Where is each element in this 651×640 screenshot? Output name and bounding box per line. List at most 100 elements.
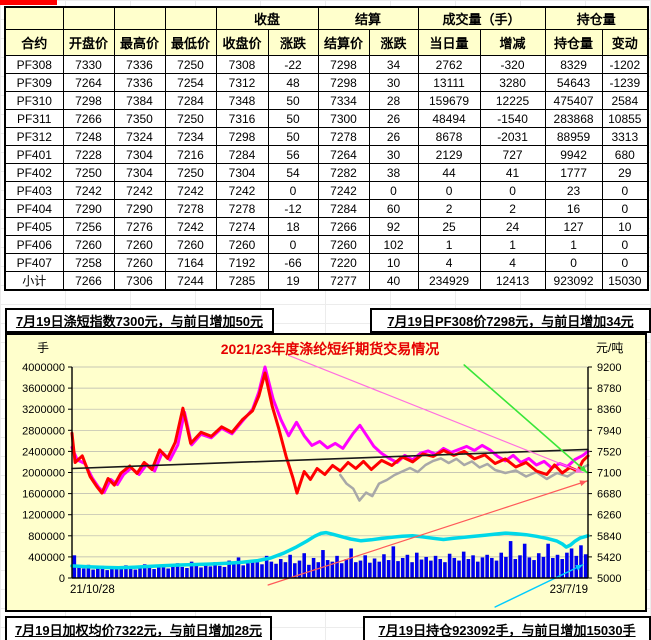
table-cell: 0 <box>601 253 649 272</box>
table-cell: 7250 <box>164 55 217 74</box>
table-cell: 60 <box>368 199 419 218</box>
table-cell: 8329 <box>544 55 603 74</box>
table-cell: -2031 <box>479 127 546 146</box>
table-cell: 50 <box>267 127 319 146</box>
linear-trend-black <box>71 448 589 470</box>
table-cell: 7266 <box>317 217 370 236</box>
table-cell: 2762 <box>417 55 481 74</box>
table-cell: PF312 <box>4 127 64 146</box>
y-right-tick-label: 5420 <box>597 552 621 564</box>
y-left-tick-label: 800000 <box>28 531 65 543</box>
chart-title: 2021/23年度涤纶短纤期货交易情况 <box>221 341 440 357</box>
table-cell: 7304 <box>215 163 269 182</box>
table-body: PF308 7330 7336 7250 7308 -22 7298 34 2762 -320 83… <box>4 55 649 291</box>
table-cell: 7242 <box>62 181 115 200</box>
y-left-tick-label: 2000000 <box>22 468 65 480</box>
y-right-tick-label: 7940 <box>597 425 621 437</box>
table-cell: 10 <box>368 253 419 272</box>
col-header-close-change: 涨跌 <box>267 29 319 56</box>
table-cell: 88959 <box>544 127 603 146</box>
trendline-cyan-arrowhead <box>575 564 583 571</box>
table-cell: 0 <box>267 235 319 254</box>
table-row: PF405 7256 7276 7242 7274 18 7266 92 25 24 127 10 <box>4 217 649 236</box>
table-cell: 7330 <box>62 55 115 74</box>
group-header-oi: 持仓量 <box>544 6 649 30</box>
table-cell: 41 <box>479 163 546 182</box>
table-cell: 10 <box>601 217 649 236</box>
table-cell: PF310 <box>4 91 64 110</box>
trendline-cyan <box>494 564 584 608</box>
table-cell: 7260 <box>62 235 115 254</box>
table-cell: 7306 <box>113 271 166 291</box>
col-header-low: 最低价 <box>164 29 217 56</box>
table-cell: 1777 <box>544 163 603 182</box>
table-cell: 7260 <box>113 253 166 272</box>
x-end-label: 23/7/19 <box>550 584 588 596</box>
y-left-tick-label: 1600000 <box>22 489 65 501</box>
col-header-open: 开盘价 <box>62 29 115 56</box>
table-cell: 159679 <box>417 91 481 110</box>
table-cell: -22 <box>267 55 319 74</box>
table-row: 小计 7266 7306 7244 7285 19 7277 40 234929 12413 923… <box>4 271 649 291</box>
trendline-green-arrowhead <box>579 465 587 473</box>
table-cell: 7300 <box>317 109 370 128</box>
chart: 4000000 9200 3600000 8780 3200000 8360 2800000… <box>5 333 647 612</box>
table-cell: 7277 <box>317 271 370 291</box>
group-header-volume: 成交量（手） <box>417 6 546 30</box>
table-cell: 2 <box>479 199 546 218</box>
table-cell: 7298 <box>317 73 370 92</box>
table-cell: 7260 <box>164 235 217 254</box>
table-cell: 1 <box>417 235 481 254</box>
pf-price-line-magenta <box>70 365 590 495</box>
table-row: PF312 7248 7324 7234 7298 50 7278 26 8678 -2031 88… <box>4 127 649 146</box>
table-cell: 7274 <box>215 217 269 236</box>
table-cell: 3313 <box>601 127 649 146</box>
table-cell: 127 <box>544 217 603 236</box>
y-right-tick-label: 6680 <box>597 489 621 501</box>
table-cell: 7264 <box>62 73 115 92</box>
y-right-tick-label: 8360 <box>597 404 621 416</box>
table-cell: 7220 <box>317 253 370 272</box>
table-cell: 7384 <box>113 91 166 110</box>
y-left-tick-label: 2400000 <box>22 446 65 458</box>
table-cell: 7260 <box>113 235 166 254</box>
table-cell: 50 <box>267 109 319 128</box>
table-row: PF404 7290 7290 7278 7278 -12 7284 60 2 2 16 0 <box>4 199 649 218</box>
table-cell: 7192 <box>215 253 269 272</box>
y-right-tick-label: 5000 <box>597 573 621 585</box>
table-cell: -320 <box>479 55 546 74</box>
table-cell: 3280 <box>479 73 546 92</box>
table-cell: 10855 <box>601 109 649 128</box>
table-row: PF309 7264 7336 7254 7312 48 7298 30 13111 3280 54… <box>4 73 649 92</box>
col-header-settle: 结算价 <box>317 29 370 56</box>
table-cell: 25 <box>417 217 481 236</box>
table-cell: 1 <box>544 235 603 254</box>
table-cell: 7308 <box>215 55 269 74</box>
table-cell: PF308 <box>4 55 64 74</box>
y-right-tick-label: 7520 <box>597 446 621 458</box>
table-row: PF311 7266 7350 7250 7316 50 7300 26 48494 -1540 2… <box>4 109 649 128</box>
table-cell: PF311 <box>4 109 64 128</box>
table-row: PF406 7260 7260 7260 7260 0 7260 102 1 1 1 0 <box>4 235 649 254</box>
volume-bars <box>72 541 588 578</box>
table-cell: 38 <box>368 163 419 182</box>
table-cell: 7242 <box>164 181 217 200</box>
table-cell: 7250 <box>62 163 115 182</box>
table-cell: 19 <box>267 271 319 291</box>
table-cell: 7250 <box>164 109 217 128</box>
table-cell: 7284 <box>164 91 217 110</box>
table-cell: -1540 <box>479 109 546 128</box>
table-cell: 16 <box>544 199 603 218</box>
table-row: PF407 7258 7260 7164 7192 -66 7220 10 4 4 0 0 <box>4 253 649 272</box>
table-cell: 680 <box>601 145 649 164</box>
table-cell: 1 <box>479 235 546 254</box>
table-cell: 48 <box>267 73 319 92</box>
y-right-tick-label: 5840 <box>597 531 621 543</box>
table-cell: 13111 <box>417 73 481 92</box>
table-cell: 40 <box>368 271 419 291</box>
col-header-contract: 合约 <box>4 29 64 56</box>
table-cell: 7304 <box>113 145 166 164</box>
table-cell: PF403 <box>4 181 64 200</box>
y-left-tick-label: 3200000 <box>22 404 65 416</box>
